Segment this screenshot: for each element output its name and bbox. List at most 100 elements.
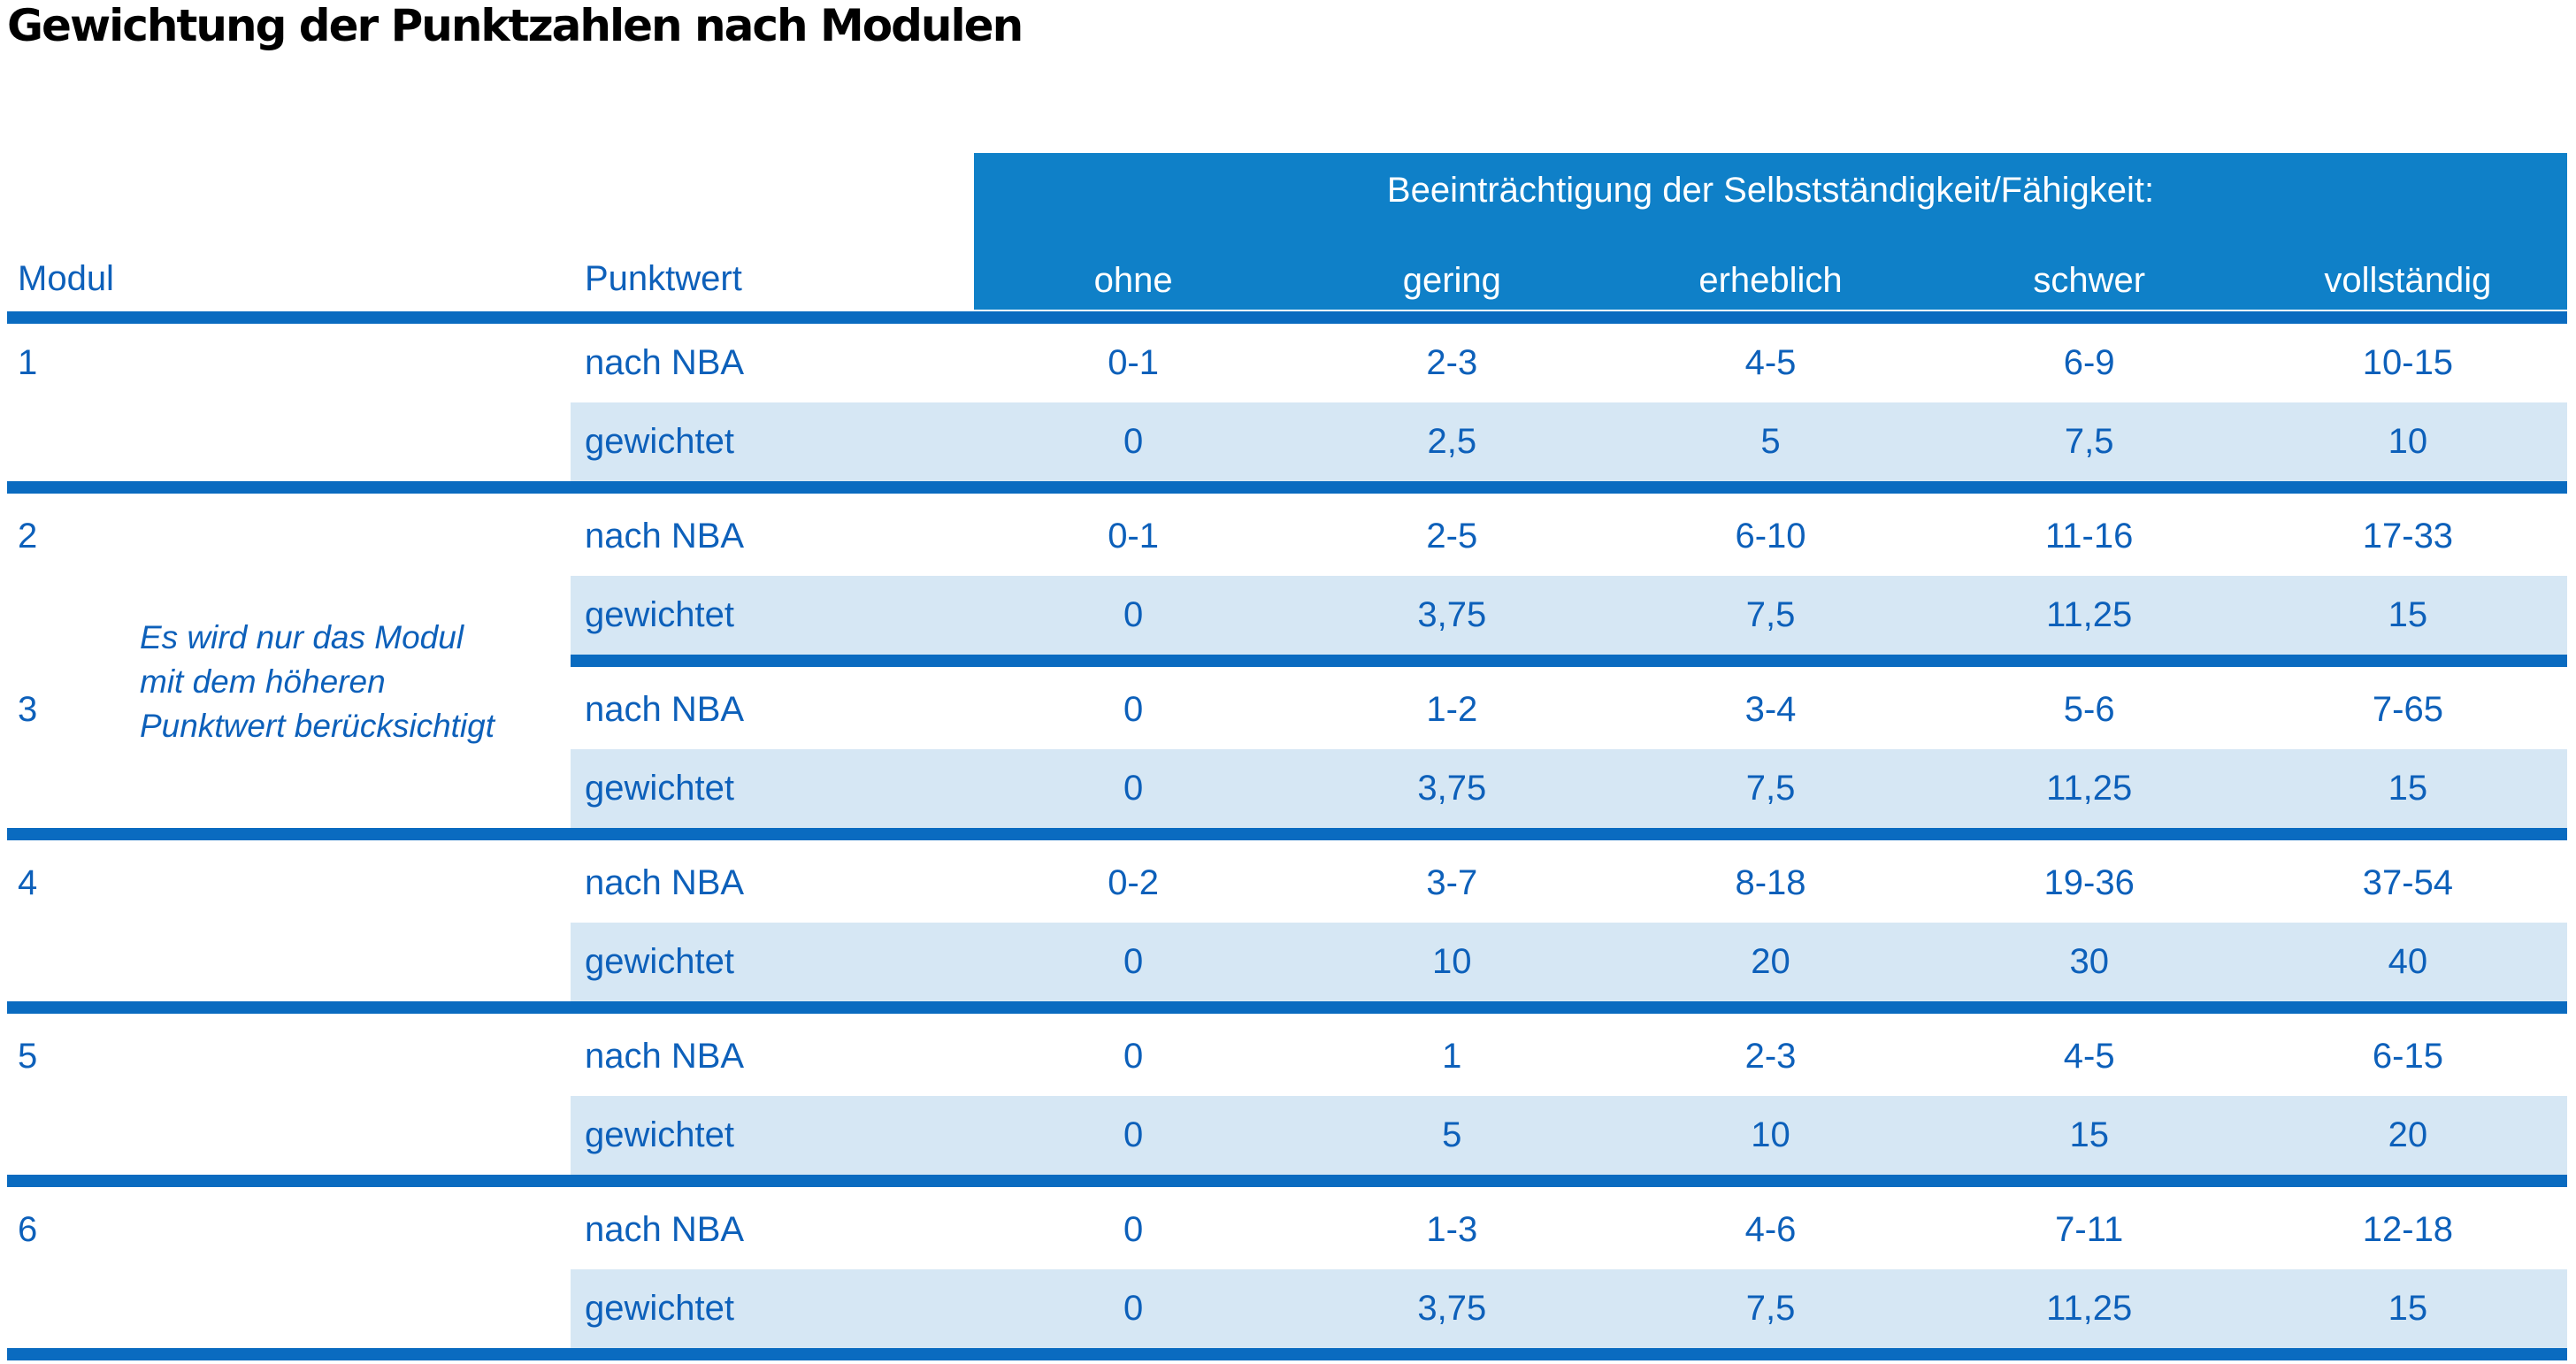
row-label-gewichtet: gewichtet [585, 595, 734, 634]
row-label-nach-nba: nach NBA [585, 1210, 745, 1249]
score-cell: 0-2 [1108, 863, 1159, 902]
score-cell: 0 [1123, 690, 1144, 729]
corner-headers: Modul Punktwert [7, 153, 974, 310]
row-label-gewichtet: gewichtet [585, 1289, 734, 1328]
nach-nba-row: 3 nach NBA 0 1-2 3-4 5-6 7-65 [7, 671, 2567, 749]
severity-level-header: erheblich [1698, 261, 1843, 300]
gewichtet-row: gewichtet 0 5 10 15 20 [7, 1096, 2567, 1175]
module-separator [7, 1348, 2567, 1360]
header-separator [7, 311, 2567, 324]
score-cell: 3,75 [1417, 595, 1487, 634]
score-cell: 4-5 [2063, 1037, 2115, 1076]
severity-level-header: ohne [1093, 261, 1173, 300]
row-label-gewichtet: gewichtet [585, 1115, 734, 1154]
module-separator [7, 1175, 2567, 1187]
note-line: Es wird nur das Modul [140, 619, 464, 655]
score-cell: 15 [2388, 1289, 2428, 1328]
score-cell: 15 [2069, 1115, 2109, 1154]
score-cell: 20 [1751, 942, 1790, 981]
score-cell: 5 [1442, 1115, 1462, 1154]
note-line: Punktwert berücksichtigt [140, 708, 495, 744]
row-label-nach-nba: nach NBA [585, 1037, 745, 1076]
score-cell: 15 [2388, 595, 2428, 634]
gewichtet-row-shade: gewichtet 0 3,75 7,5 11,25 15 [571, 576, 2567, 655]
score-cell: 1-2 [1426, 690, 1478, 729]
score-cell: 7,5 [2064, 422, 2114, 461]
severity-level-header: vollständig [2324, 261, 2492, 300]
score-cell: 0 [1123, 1037, 1144, 1076]
score-cell: 2,5 [1427, 422, 1477, 461]
score-cell: 11,25 [2046, 769, 2133, 808]
row-label-nach-nba: nach NBA [585, 863, 745, 902]
gewichtet-row: gewichtet 0 3,75 7,5 11,25 15 [7, 1269, 2567, 1348]
score-cell: 8-18 [1735, 863, 1806, 902]
gewichtet-row: gewichtet 0 3,75 7,5 11,25 15 [7, 576, 2567, 655]
score-cell: 10 [1432, 942, 1472, 981]
score-cell: 3,75 [1417, 769, 1487, 808]
module-number: 1 [18, 343, 38, 382]
row-label-gewichtet: gewichtet [585, 422, 734, 461]
score-cell: 3,75 [1417, 1289, 1487, 1328]
score-cell: 0 [1123, 769, 1144, 808]
score-cell: 11,25 [2046, 595, 2133, 634]
severity-level-header: schwer [2033, 261, 2146, 300]
score-cell: 10 [2388, 422, 2428, 461]
modul-column-header: Modul [18, 259, 114, 298]
score-cell: 5-6 [2063, 690, 2115, 729]
score-cell: 40 [2388, 942, 2428, 981]
severity-header-row: ohne gering erheblich schwer vollständig [974, 261, 2567, 301]
score-cell: 11-16 [2045, 517, 2134, 556]
module-group: 6 nach NBA 0 1-3 4-6 7-11 12-18 gewichtet 0 3… [7, 1191, 2567, 1360]
score-cell: 4-5 [1744, 343, 1797, 382]
gewichtet-row-shade: gewichtet 0 10 20 30 40 [571, 923, 2567, 1001]
severity-level-header: gering [1402, 261, 1501, 300]
score-cell: 37-54 [2362, 863, 2454, 902]
score-cell: 0 [1123, 422, 1144, 461]
score-cell: 4-6 [1744, 1210, 1797, 1249]
page-title: Gewichtung der Punktzahlen nach Modulen [7, 0, 1024, 51]
gewichtet-row-shade: gewichtet 0 3,75 7,5 11,25 15 [571, 749, 2567, 828]
score-cell: 0-1 [1108, 517, 1159, 556]
score-cell: 7-11 [2055, 1210, 2124, 1249]
nach-nba-row: 5 nach NBA 0 1 2-3 4-5 6-15 [7, 1017, 2567, 1096]
module-number: 6 [18, 1210, 38, 1249]
score-cell: 7-65 [2372, 690, 2443, 729]
module-number: 5 [18, 1037, 38, 1076]
score-cell: 17-33 [2362, 517, 2454, 556]
score-cell: 12-18 [2362, 1210, 2454, 1249]
score-cell: 20 [2388, 1115, 2428, 1154]
score-cell: 0 [1123, 1210, 1144, 1249]
gewichtet-row: gewichtet 0 3,75 7,5 11,25 15 [7, 749, 2567, 828]
gewichtet-row-shade: gewichtet 0 2,5 5 7,5 10 [571, 402, 2567, 481]
module-group: 5 nach NBA 0 1 2-3 4-5 6-15 gewichtet 0 5 10 15… [7, 1017, 2567, 1187]
gewichtet-row-shade: gewichtet 0 3,75 7,5 11,25 15 [571, 1269, 2567, 1348]
score-cell: 0 [1123, 595, 1144, 634]
score-cell: 3-7 [1426, 863, 1478, 902]
score-cell: 0 [1123, 942, 1144, 981]
score-cell: 10-15 [2362, 343, 2454, 382]
module-group: 3 nach NBA 0 1-2 3-4 5-6 7-65 gewichtet 0 3,7… [7, 671, 2567, 840]
score-cell: 5 [1760, 422, 1781, 461]
score-cell: 19-36 [2043, 863, 2135, 902]
score-cell: 0 [1123, 1115, 1144, 1154]
gewichtet-row-shade: gewichtet 0 5 10 15 20 [571, 1096, 2567, 1175]
note-line: mit dem höheren [140, 663, 386, 700]
nach-nba-row: 6 nach NBA 0 1-3 4-6 7-11 12-18 [7, 1191, 2567, 1269]
module-number: 4 [18, 863, 38, 902]
score-cell: 15 [2388, 769, 2428, 808]
score-cell: 7,5 [1745, 1289, 1796, 1328]
nach-nba-row: 2 nach NBA 0-1 2-5 6-10 11-16 17-33 [7, 497, 2567, 576]
score-cell: 0-1 [1108, 343, 1159, 382]
score-cell: 0 [1123, 1289, 1144, 1328]
score-cell: 6-15 [2372, 1037, 2443, 1076]
gewichtet-row: gewichtet 0 10 20 30 40 [7, 923, 2567, 1001]
score-cell: 1 [1442, 1037, 1462, 1076]
score-cell: 11,25 [2046, 1289, 2133, 1328]
module-number: 3 [18, 690, 38, 729]
score-cell: 10 [1751, 1115, 1790, 1154]
module-separator [571, 655, 2567, 667]
table-header-band: Beeinträchtigung der Selbstständigkeit/F… [974, 153, 2567, 310]
nach-nba-row: 4 nach NBA 0-2 3-7 8-18 19-36 37-54 [7, 844, 2567, 923]
impairment-header: Beeinträchtigung der Selbstständigkeit/F… [1386, 171, 2155, 210]
